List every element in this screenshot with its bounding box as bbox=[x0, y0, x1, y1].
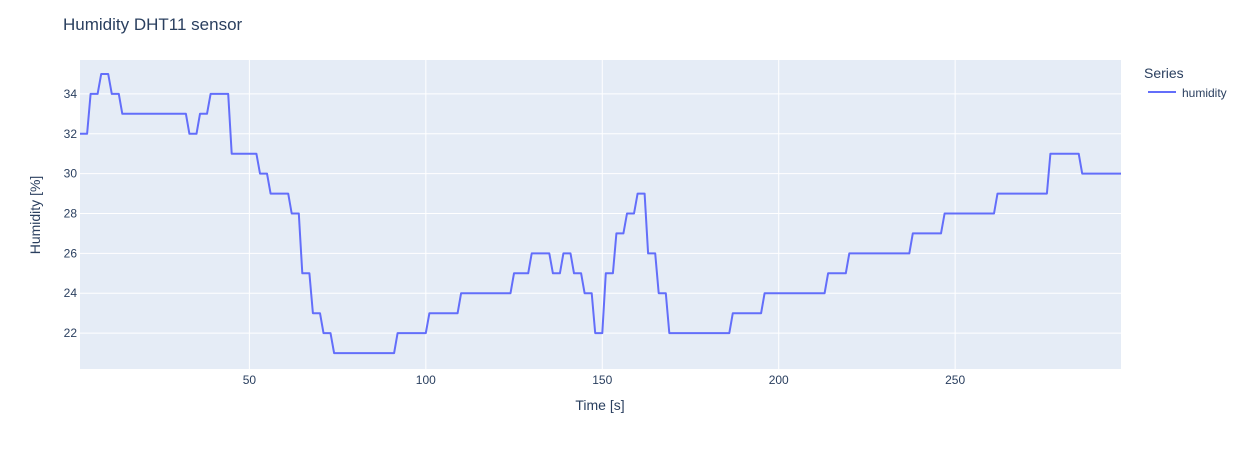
legend-label-humidity: humidity bbox=[1182, 86, 1227, 100]
legend-title: Series bbox=[1144, 65, 1184, 81]
x-tick-label: 100 bbox=[416, 373, 436, 387]
legend[interactable]: Series humidity bbox=[1144, 65, 1227, 100]
y-tick-label: 28 bbox=[64, 207, 78, 221]
legend-item-humidity[interactable]: humidity bbox=[1148, 86, 1227, 100]
y-tick-label: 32 bbox=[64, 127, 78, 141]
x-tick-labels: 50 100 150 200 250 bbox=[243, 373, 966, 387]
chart-title: Humidity DHT11 sensor bbox=[63, 15, 243, 34]
series-line-humidity[interactable] bbox=[80, 73, 1121, 355]
y-tick-labels: 22 24 26 28 30 32 34 bbox=[64, 87, 78, 340]
y-tick-label: 26 bbox=[64, 246, 78, 260]
y-tick-label: 34 bbox=[64, 87, 78, 101]
y-axis-title: Humidity [%] bbox=[27, 176, 43, 255]
y-tick-label: 22 bbox=[64, 326, 78, 340]
y-tick-label: 30 bbox=[64, 167, 78, 181]
x-axis-title: Time [s] bbox=[575, 397, 624, 413]
series-layer bbox=[80, 73, 1121, 355]
x-tick-label: 50 bbox=[243, 373, 257, 387]
y-tick-label: 24 bbox=[64, 286, 78, 300]
x-tick-label: 250 bbox=[945, 373, 965, 387]
x-tick-label: 150 bbox=[592, 373, 612, 387]
x-tick-label: 200 bbox=[769, 373, 789, 387]
